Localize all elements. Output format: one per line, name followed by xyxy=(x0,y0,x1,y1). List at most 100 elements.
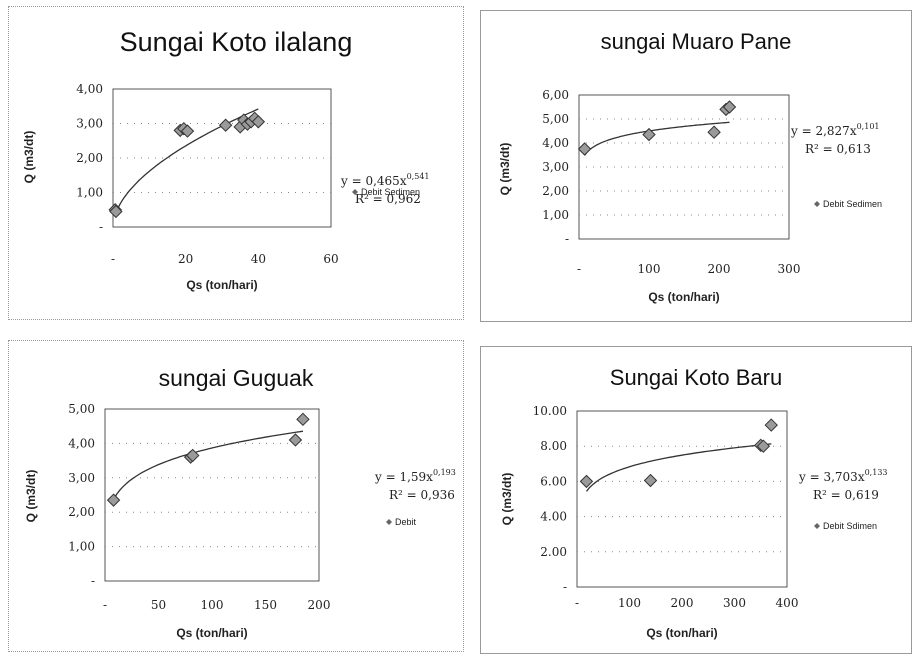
x-axis-label: Qs (ton/hari) xyxy=(648,290,719,304)
data-point xyxy=(577,142,592,156)
y-tick-label: 10.00 xyxy=(533,404,567,418)
plot-area xyxy=(104,408,320,582)
x-tick-label: - xyxy=(103,598,107,612)
equation-label: y = 1,59x0,193 xyxy=(374,468,456,484)
chart-panel-koto-baru: Sungai Koto Baru -2.00 4.00 6.00 8.00 10.00-… xyxy=(480,346,912,654)
y-tick-label: 2,00 xyxy=(76,151,103,165)
equation-exponent: 0,101 xyxy=(857,122,880,131)
y-tick-label: 4,00 xyxy=(542,136,569,150)
y-tick-label: 3,00 xyxy=(542,160,569,174)
x-tick-label: 200 xyxy=(708,262,731,276)
y-tick-label: - xyxy=(91,574,95,588)
y-tick-label: 2,00 xyxy=(542,184,569,198)
legend-marker-icon xyxy=(386,519,392,525)
data-point xyxy=(643,473,658,488)
x-tick-label: 400 xyxy=(776,596,799,610)
x-axis-label: Qs (ton/hari) xyxy=(646,626,717,640)
data-point xyxy=(109,204,123,219)
x-tick-label: 200 xyxy=(671,596,694,610)
chart-panel-muaro-pane: sungai Muaro Pane - 1,00 2,00 3,00 4,00 5,00 6… xyxy=(480,10,912,322)
data-point xyxy=(180,124,195,138)
chart-title: Sungai Koto Baru xyxy=(609,365,783,390)
y-tick-label: 4,00 xyxy=(68,436,95,450)
y-axis-label: Q (m3/dt) xyxy=(22,131,36,184)
data-point xyxy=(722,100,737,114)
legend-marker-icon xyxy=(814,523,820,529)
chart-title: sungai Muaro Pane xyxy=(600,29,792,54)
y-tick-label: - xyxy=(563,580,567,594)
data-point xyxy=(764,418,778,432)
y-tick-label: 6.00 xyxy=(540,474,567,488)
y-tick-label: 4,00 xyxy=(76,82,103,96)
x-axis-label: Qs (ton/hari) xyxy=(176,626,247,640)
chart-svg: - 1,00 2,00 3,00 4,00 5,00 6,00 - 100 200 300 Qs (t… xyxy=(498,88,882,304)
x-tick-label: 100 xyxy=(618,596,641,610)
chart-title: Sungai Koto ilalang xyxy=(119,27,353,57)
plot-area xyxy=(576,410,788,588)
r-squared-label: R² = 0,613 xyxy=(805,142,871,156)
x-tick-label: 100 xyxy=(638,262,661,276)
data-point xyxy=(707,125,721,139)
data-point xyxy=(296,412,310,427)
y-tick-label: 8.00 xyxy=(540,439,567,453)
x-tick-label: 60 xyxy=(323,252,338,266)
legend-label: Debit Sdimen xyxy=(823,521,877,531)
chart-panel-koto-ilalang: Sungai Koto ilalang - 1,00 2,00 3,00 4,00 - 20… xyxy=(8,6,464,320)
legend-label: Debit Sedimen xyxy=(823,199,882,209)
x-tick-label: - xyxy=(577,262,581,276)
x-tick-label: - xyxy=(575,596,579,610)
data-point xyxy=(251,115,266,129)
equation-label: y = 2,827x0,101 xyxy=(790,122,880,138)
chart-svg: - 2.00 4.00 6.00 8.00 10.00 - 100 200 300 400 Qs (t… xyxy=(500,404,888,640)
trendline xyxy=(114,108,259,216)
x-tick-label: 20 xyxy=(178,252,193,266)
x-tick-label: 300 xyxy=(723,596,746,610)
x-tick-label: - xyxy=(111,252,115,266)
plot-area xyxy=(112,88,332,228)
data-point xyxy=(642,127,656,142)
y-tick-label: 3,00 xyxy=(68,471,95,485)
trendline xyxy=(113,430,304,500)
y-tick-label: 2,00 xyxy=(68,505,95,519)
equation-label: y = 0,465x0,541 xyxy=(340,172,430,188)
x-tick-label: 50 xyxy=(151,598,166,612)
y-tick-label: 2.00 xyxy=(540,545,567,559)
y-axis-label: Q (m3/dt) xyxy=(498,143,512,196)
y-tick-label: 4.00 xyxy=(540,510,567,524)
x-tick-label: 40 xyxy=(251,252,266,266)
x-tick-label: 200 xyxy=(308,598,331,612)
equation-label: y = 3,703x0,133 xyxy=(798,468,888,484)
y-tick-label: 1,00 xyxy=(76,186,103,200)
x-tick-label: 300 xyxy=(778,262,801,276)
y-tick-label: - xyxy=(565,232,569,246)
legend-marker-icon xyxy=(814,201,820,207)
x-tick-label: 150 xyxy=(254,598,277,612)
data-point xyxy=(106,493,121,507)
x-axis-label: Qs (ton/hari) xyxy=(186,278,257,292)
trendline xyxy=(584,121,730,156)
y-tick-label: - xyxy=(99,220,103,234)
x-tick-label: 100 xyxy=(201,598,224,612)
legend-marker-icon xyxy=(352,189,358,195)
legend-label: Debit Sedimen xyxy=(361,187,420,197)
chart-panel-guguak: sungai Guguak - 1,00 2,00 3,00 4,00 5,00 - 50 10… xyxy=(8,340,464,652)
data-point xyxy=(756,439,771,453)
r-squared-label: R² = 0,619 xyxy=(813,488,879,502)
y-tick-label: 1,00 xyxy=(68,540,95,554)
chart-svg: - 1,00 2,00 3,00 4,00 - 20 40 60 Qs (ton/hari) Q (… xyxy=(22,82,430,292)
y-tick-label: 5,00 xyxy=(68,402,95,416)
data-point xyxy=(288,433,303,447)
y-axis-label: Q (m3/dt) xyxy=(24,470,38,523)
y-tick-label: 6,00 xyxy=(542,88,569,102)
r-squared-label: R² = 0,936 xyxy=(389,488,455,502)
equation-exponent: 0,133 xyxy=(865,468,888,477)
y-tick-label: 1,00 xyxy=(542,208,569,222)
trendline xyxy=(585,443,772,492)
equation-exponent: 0,541 xyxy=(407,172,430,181)
data-point xyxy=(579,474,594,489)
chart-svg: - 1,00 2,00 3,00 4,00 5,00 - 50 100 150 200 Qs (ton… xyxy=(24,402,456,640)
y-tick-label: 3,00 xyxy=(76,117,103,131)
chart-title: sungai Guguak xyxy=(158,365,314,391)
data-point xyxy=(218,118,233,132)
legend-label: Debit xyxy=(395,517,417,527)
